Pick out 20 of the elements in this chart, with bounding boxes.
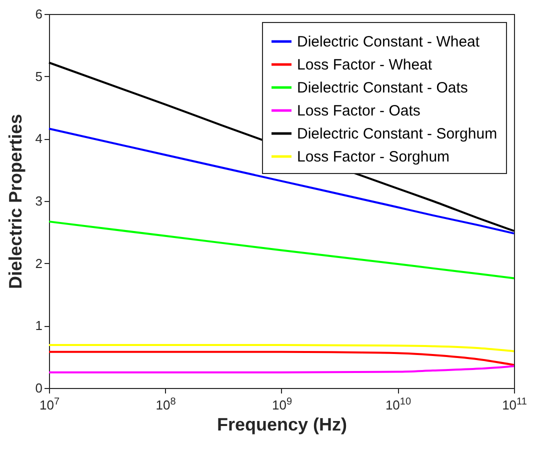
y-tick-label: 5 xyxy=(35,68,42,84)
legend-label: Dielectric Constant - Oats xyxy=(297,80,468,96)
y-axis-title: Dielectric Properties xyxy=(5,114,26,290)
y-tick-label: 0 xyxy=(35,380,42,396)
x-axis-title: Frequency (Hz) xyxy=(216,414,348,434)
x-tick-label: 10$^{11}$ xyxy=(502,396,528,412)
y-tick-label: 4 xyxy=(35,131,42,146)
y-tick-label: 3 xyxy=(35,194,42,208)
y-tick-label: 2 xyxy=(35,256,42,271)
legend-label: Loss Factor - Wheat xyxy=(297,56,433,74)
legend-label: Dielectric Constant - Sorghum xyxy=(297,126,498,142)
x-tick-label: 10$^{7}$ xyxy=(39,396,60,412)
y-tick-label: 6 xyxy=(35,6,42,22)
x-tick-label: 10$^{9}$ xyxy=(272,396,292,412)
x-tick-label: 10$^{10}$ xyxy=(385,396,412,412)
legend-label: Loss Factor - Sorghum xyxy=(297,148,450,166)
legend-label: Loss Factor - Oats xyxy=(297,102,420,120)
legend-label: Dielectric Constant - Wheat xyxy=(297,34,480,50)
y-tick-label: 1 xyxy=(35,318,42,334)
x-tick-label: 10$^{8}$ xyxy=(156,396,176,412)
